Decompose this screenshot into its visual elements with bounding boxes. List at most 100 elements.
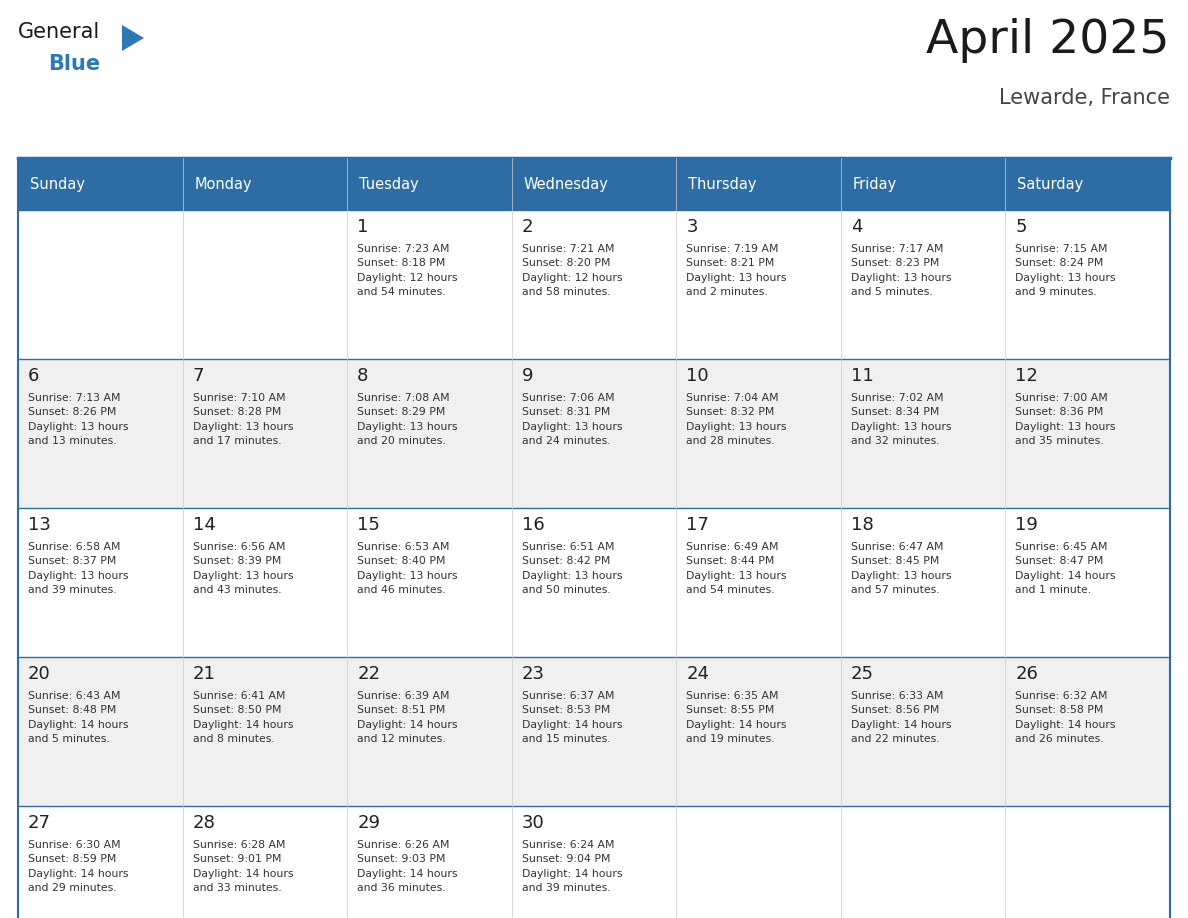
Bar xyxy=(1005,359,1170,508)
Bar xyxy=(347,158,512,210)
Bar xyxy=(1005,806,1170,918)
Bar xyxy=(841,359,1005,508)
Bar xyxy=(512,806,676,918)
Bar xyxy=(841,806,1005,918)
Text: Blue: Blue xyxy=(48,54,100,74)
Text: 23: 23 xyxy=(522,665,545,683)
Text: 11: 11 xyxy=(851,367,873,385)
Text: April 2025: April 2025 xyxy=(927,18,1170,63)
Text: Sunrise: 6:43 AM
Sunset: 8:48 PM
Daylight: 14 hours
and 5 minutes.: Sunrise: 6:43 AM Sunset: 8:48 PM Dayligh… xyxy=(29,691,128,744)
Bar xyxy=(183,657,347,806)
Text: 20: 20 xyxy=(29,665,51,683)
Bar xyxy=(18,359,183,508)
Bar xyxy=(183,158,347,210)
Text: Saturday: Saturday xyxy=(1017,176,1083,192)
Text: 24: 24 xyxy=(687,665,709,683)
Bar xyxy=(18,657,183,806)
Bar xyxy=(676,158,841,210)
Text: 10: 10 xyxy=(687,367,709,385)
Text: 30: 30 xyxy=(522,814,544,832)
Bar xyxy=(512,158,676,210)
Text: Sunrise: 6:47 AM
Sunset: 8:45 PM
Daylight: 13 hours
and 57 minutes.: Sunrise: 6:47 AM Sunset: 8:45 PM Dayligh… xyxy=(851,542,952,595)
Text: 15: 15 xyxy=(358,516,380,534)
Text: Sunrise: 7:21 AM
Sunset: 8:20 PM
Daylight: 12 hours
and 58 minutes.: Sunrise: 7:21 AM Sunset: 8:20 PM Dayligh… xyxy=(522,244,623,297)
Bar xyxy=(347,210,512,359)
Text: Sunrise: 6:58 AM
Sunset: 8:37 PM
Daylight: 13 hours
and 39 minutes.: Sunrise: 6:58 AM Sunset: 8:37 PM Dayligh… xyxy=(29,542,128,595)
Text: Sunrise: 7:17 AM
Sunset: 8:23 PM
Daylight: 13 hours
and 5 minutes.: Sunrise: 7:17 AM Sunset: 8:23 PM Dayligh… xyxy=(851,244,952,297)
Text: Sunrise: 6:24 AM
Sunset: 9:04 PM
Daylight: 14 hours
and 39 minutes.: Sunrise: 6:24 AM Sunset: 9:04 PM Dayligh… xyxy=(522,840,623,893)
Bar xyxy=(347,508,512,657)
Bar xyxy=(512,210,676,359)
Text: Sunrise: 7:02 AM
Sunset: 8:34 PM
Daylight: 13 hours
and 32 minutes.: Sunrise: 7:02 AM Sunset: 8:34 PM Dayligh… xyxy=(851,393,952,446)
Bar xyxy=(512,657,676,806)
Bar xyxy=(183,806,347,918)
Text: General: General xyxy=(18,22,100,42)
Text: 6: 6 xyxy=(29,367,39,385)
Text: Tuesday: Tuesday xyxy=(359,176,419,192)
Text: Sunrise: 7:13 AM
Sunset: 8:26 PM
Daylight: 13 hours
and 13 minutes.: Sunrise: 7:13 AM Sunset: 8:26 PM Dayligh… xyxy=(29,393,128,446)
Text: 7: 7 xyxy=(192,367,204,385)
Text: 1: 1 xyxy=(358,218,368,236)
Text: 16: 16 xyxy=(522,516,544,534)
Bar xyxy=(841,508,1005,657)
Text: 3: 3 xyxy=(687,218,697,236)
Text: Sunrise: 6:39 AM
Sunset: 8:51 PM
Daylight: 14 hours
and 12 minutes.: Sunrise: 6:39 AM Sunset: 8:51 PM Dayligh… xyxy=(358,691,457,744)
Bar xyxy=(18,806,183,918)
Text: Sunrise: 6:32 AM
Sunset: 8:58 PM
Daylight: 14 hours
and 26 minutes.: Sunrise: 6:32 AM Sunset: 8:58 PM Dayligh… xyxy=(1016,691,1116,744)
Bar xyxy=(347,657,512,806)
Text: Sunrise: 7:04 AM
Sunset: 8:32 PM
Daylight: 13 hours
and 28 minutes.: Sunrise: 7:04 AM Sunset: 8:32 PM Dayligh… xyxy=(687,393,786,446)
Text: Sunrise: 6:45 AM
Sunset: 8:47 PM
Daylight: 14 hours
and 1 minute.: Sunrise: 6:45 AM Sunset: 8:47 PM Dayligh… xyxy=(1016,542,1116,595)
Bar xyxy=(18,210,183,359)
Text: 21: 21 xyxy=(192,665,215,683)
Bar xyxy=(347,806,512,918)
Text: Sunrise: 6:26 AM
Sunset: 9:03 PM
Daylight: 14 hours
and 36 minutes.: Sunrise: 6:26 AM Sunset: 9:03 PM Dayligh… xyxy=(358,840,457,893)
Text: 29: 29 xyxy=(358,814,380,832)
Bar xyxy=(841,657,1005,806)
Text: Sunrise: 6:41 AM
Sunset: 8:50 PM
Daylight: 14 hours
and 8 minutes.: Sunrise: 6:41 AM Sunset: 8:50 PM Dayligh… xyxy=(192,691,293,744)
Text: Sunrise: 6:56 AM
Sunset: 8:39 PM
Daylight: 13 hours
and 43 minutes.: Sunrise: 6:56 AM Sunset: 8:39 PM Dayligh… xyxy=(192,542,293,595)
Text: 12: 12 xyxy=(1016,367,1038,385)
Bar xyxy=(183,210,347,359)
Text: 27: 27 xyxy=(29,814,51,832)
Text: Wednesday: Wednesday xyxy=(524,176,608,192)
Bar xyxy=(676,806,841,918)
Text: Lewarde, France: Lewarde, France xyxy=(999,88,1170,108)
Text: Sunrise: 6:51 AM
Sunset: 8:42 PM
Daylight: 13 hours
and 50 minutes.: Sunrise: 6:51 AM Sunset: 8:42 PM Dayligh… xyxy=(522,542,623,595)
Text: Sunrise: 7:19 AM
Sunset: 8:21 PM
Daylight: 13 hours
and 2 minutes.: Sunrise: 7:19 AM Sunset: 8:21 PM Dayligh… xyxy=(687,244,786,297)
Text: 28: 28 xyxy=(192,814,215,832)
Text: Sunrise: 6:49 AM
Sunset: 8:44 PM
Daylight: 13 hours
and 54 minutes.: Sunrise: 6:49 AM Sunset: 8:44 PM Dayligh… xyxy=(687,542,786,595)
Bar xyxy=(676,508,841,657)
Text: 9: 9 xyxy=(522,367,533,385)
Bar xyxy=(1005,508,1170,657)
Bar xyxy=(512,508,676,657)
Text: 14: 14 xyxy=(192,516,215,534)
Text: Sunrise: 6:53 AM
Sunset: 8:40 PM
Daylight: 13 hours
and 46 minutes.: Sunrise: 6:53 AM Sunset: 8:40 PM Dayligh… xyxy=(358,542,457,595)
Text: Thursday: Thursday xyxy=(688,176,757,192)
Bar xyxy=(1005,158,1170,210)
Text: Friday: Friday xyxy=(853,176,897,192)
Bar xyxy=(18,158,183,210)
Text: Sunrise: 6:28 AM
Sunset: 9:01 PM
Daylight: 14 hours
and 33 minutes.: Sunrise: 6:28 AM Sunset: 9:01 PM Dayligh… xyxy=(192,840,293,893)
Bar xyxy=(841,210,1005,359)
Bar xyxy=(183,508,347,657)
Text: Sunrise: 7:00 AM
Sunset: 8:36 PM
Daylight: 13 hours
and 35 minutes.: Sunrise: 7:00 AM Sunset: 8:36 PM Dayligh… xyxy=(1016,393,1116,446)
Bar xyxy=(841,158,1005,210)
Text: Sunrise: 7:08 AM
Sunset: 8:29 PM
Daylight: 13 hours
and 20 minutes.: Sunrise: 7:08 AM Sunset: 8:29 PM Dayligh… xyxy=(358,393,457,446)
Bar xyxy=(18,508,183,657)
Text: Sunday: Sunday xyxy=(30,176,86,192)
Text: 25: 25 xyxy=(851,665,874,683)
Text: 18: 18 xyxy=(851,516,873,534)
Text: Sunrise: 6:35 AM
Sunset: 8:55 PM
Daylight: 14 hours
and 19 minutes.: Sunrise: 6:35 AM Sunset: 8:55 PM Dayligh… xyxy=(687,691,786,744)
Text: 5: 5 xyxy=(1016,218,1026,236)
Text: Monday: Monday xyxy=(195,176,252,192)
Text: Sunrise: 6:33 AM
Sunset: 8:56 PM
Daylight: 14 hours
and 22 minutes.: Sunrise: 6:33 AM Sunset: 8:56 PM Dayligh… xyxy=(851,691,952,744)
Bar xyxy=(183,359,347,508)
Polygon shape xyxy=(122,25,144,51)
Bar xyxy=(676,359,841,508)
Text: 13: 13 xyxy=(29,516,51,534)
Text: Sunrise: 7:06 AM
Sunset: 8:31 PM
Daylight: 13 hours
and 24 minutes.: Sunrise: 7:06 AM Sunset: 8:31 PM Dayligh… xyxy=(522,393,623,446)
Text: Sunrise: 7:23 AM
Sunset: 8:18 PM
Daylight: 12 hours
and 54 minutes.: Sunrise: 7:23 AM Sunset: 8:18 PM Dayligh… xyxy=(358,244,457,297)
Bar xyxy=(676,210,841,359)
Bar xyxy=(1005,210,1170,359)
Bar xyxy=(512,359,676,508)
